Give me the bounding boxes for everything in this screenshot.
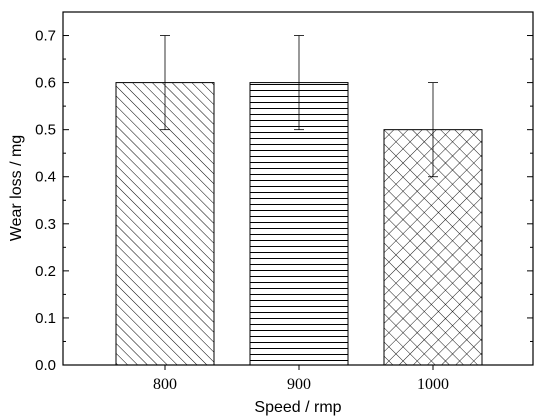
x-tick-label: 800 (153, 376, 177, 393)
y-tick-label: 0.4 (35, 169, 56, 186)
y-axis-title: Wear loss / mg (8, 135, 25, 241)
y-tick-label: 0.6 (35, 75, 56, 92)
x-tick-label: 1000 (417, 376, 449, 393)
y-tick-label: 0.5 (35, 122, 56, 139)
y-tick-label: 0.2 (35, 263, 56, 280)
y-tick-label: 0.1 (35, 310, 56, 327)
y-tick-label: 0.3 (35, 216, 56, 233)
error-bars-layer (160, 35, 438, 178)
y-tick-label: 0.7 (35, 28, 56, 45)
plot-frame (62, 11, 534, 366)
x-axis-ticks: 800 900 1000 (153, 365, 449, 393)
x-axis-title: Speed / rmp (254, 399, 341, 416)
x-tick-label: 900 (287, 376, 311, 393)
y-tick-label: 0.0 (35, 357, 56, 374)
